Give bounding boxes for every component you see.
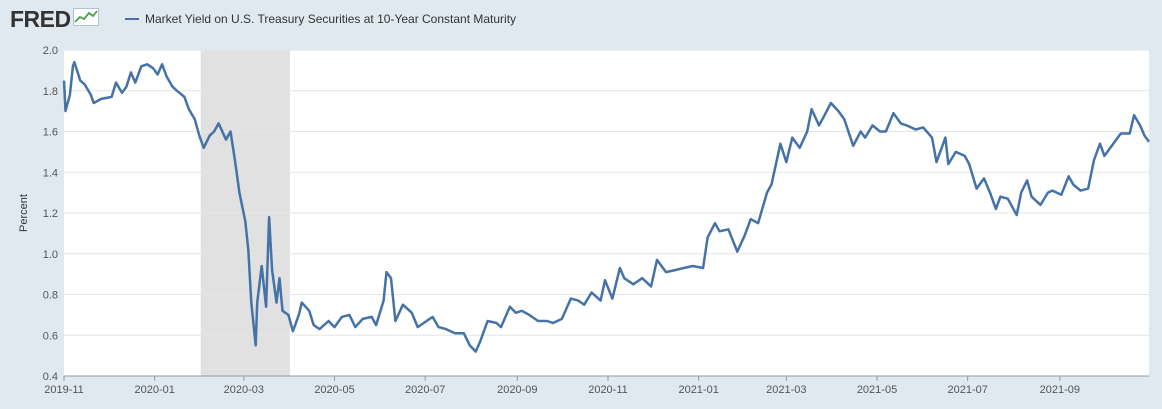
legend-label: Market Yield on U.S. Treasury Securities… (145, 12, 517, 26)
legend: Market Yield on U.S. Treasury Securities… (125, 12, 516, 26)
y-tick-label: 0.8 (43, 290, 58, 302)
logo-text: FRED (10, 6, 71, 32)
x-tick-label: 2020-09 (497, 384, 537, 396)
y-tick-label: 1.0 (43, 249, 58, 261)
y-tick-label: 0.6 (43, 330, 58, 342)
y-tick-label: 1.4 (43, 167, 58, 179)
fred-logo[interactable]: FRED (10, 6, 99, 33)
x-tick-label: 2020-03 (224, 384, 264, 396)
series-line (62, 60, 1151, 353)
x-tick-label: 2021-09 (1040, 384, 1080, 396)
x-tick-label: 2020-11 (588, 384, 628, 396)
y-tick-label: 2.0 (43, 45, 58, 57)
header: FRED Market Yield on U.S. Treasury Secur… (0, 0, 1162, 40)
x-tick-label: 2021-07 (947, 384, 987, 396)
y-tick-label: 1.2 (43, 208, 58, 220)
y-axis-title: Percent (18, 194, 30, 232)
x-tick-label: 2021-01 (678, 384, 718, 396)
y-tick-label: 0.4 (43, 371, 58, 383)
y-tick-label: 1.6 (43, 127, 58, 139)
y-tick-label: 1.8 (43, 86, 58, 98)
x-tick-label: 2021-03 (766, 384, 806, 396)
x-tick-label: 2020-01 (134, 384, 174, 396)
legend-swatch (125, 18, 139, 20)
x-tick-label: 2020-07 (405, 384, 445, 396)
x-tick-label: 2021-05 (857, 384, 897, 396)
x-tick-label: 2019-11 (44, 384, 84, 396)
chart-line-icon (72, 8, 99, 31)
x-tick-label: 2020-05 (314, 384, 354, 396)
